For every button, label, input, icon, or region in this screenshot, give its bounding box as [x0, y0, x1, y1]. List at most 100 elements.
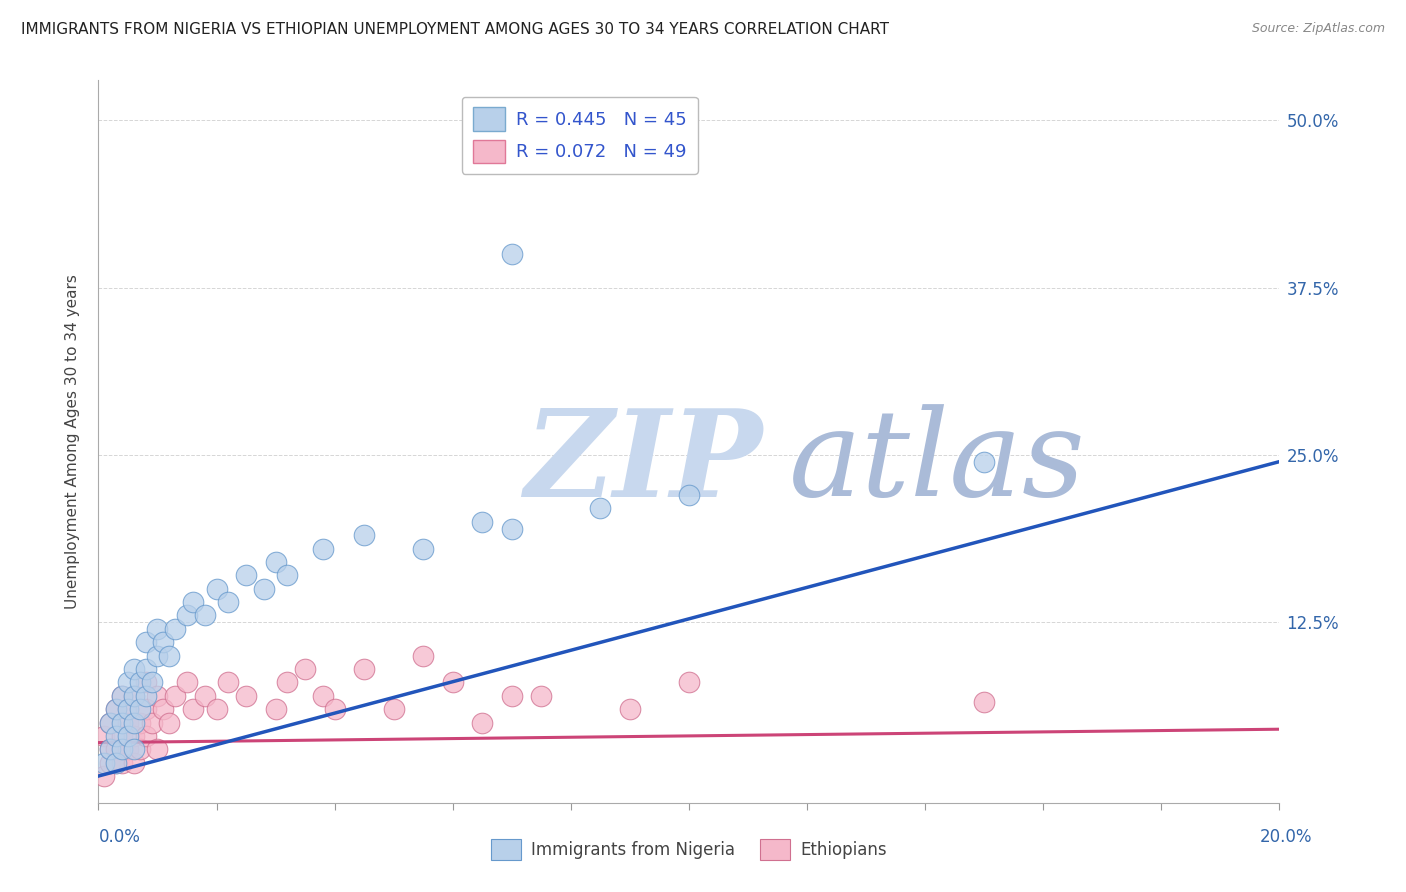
Point [98, 742, 121, 756]
Point [111, 756, 134, 770]
Point [152, 702, 174, 716]
Point [973, 696, 995, 710]
Point [135, 635, 157, 649]
Point [312, 541, 335, 556]
Point [122, 756, 145, 770]
Point [973, 455, 995, 469]
Point [135, 702, 157, 716]
Text: 20.0%: 20.0% [1260, 828, 1313, 846]
Point [312, 689, 335, 703]
Point [98, 742, 121, 756]
Point [122, 729, 145, 743]
Point [111, 729, 134, 743]
Point [128, 702, 150, 716]
Point [382, 702, 405, 716]
Point [205, 582, 228, 596]
Text: atlas: atlas [789, 404, 1085, 522]
Point [619, 702, 641, 716]
Text: 0.0%: 0.0% [98, 828, 141, 846]
Point [117, 729, 139, 743]
Point [105, 729, 128, 743]
Point [217, 675, 239, 690]
Point [98, 715, 121, 730]
Point [323, 702, 346, 716]
Point [117, 675, 139, 690]
Point [105, 756, 128, 770]
Point [122, 742, 145, 756]
Point [122, 715, 145, 730]
Point [589, 501, 612, 516]
Point [194, 689, 217, 703]
Point [501, 247, 523, 261]
Point [165, 622, 187, 636]
Point [135, 689, 157, 703]
Text: ZIP: ZIP [523, 404, 762, 523]
Point [353, 662, 375, 676]
Point [111, 715, 134, 730]
Point [135, 662, 157, 676]
Point [128, 715, 150, 730]
Point [412, 648, 434, 663]
Point [181, 702, 204, 716]
Point [157, 648, 180, 663]
Point [111, 689, 134, 703]
Point [471, 515, 494, 529]
Point [117, 715, 139, 730]
Point [122, 689, 145, 703]
Point [165, 689, 187, 703]
Point [152, 635, 174, 649]
Point [235, 689, 257, 703]
Point [117, 702, 139, 716]
Point [501, 689, 523, 703]
Point [530, 689, 553, 703]
Text: Source: ZipAtlas.com: Source: ZipAtlas.com [1251, 22, 1385, 36]
Point [105, 702, 128, 716]
Point [276, 568, 298, 582]
Point [128, 742, 150, 756]
Point [98, 715, 121, 730]
Point [105, 702, 128, 716]
Legend: Immigrants from Nigeria, Ethiopians: Immigrants from Nigeria, Ethiopians [485, 832, 893, 867]
Point [194, 608, 217, 623]
Point [264, 555, 287, 569]
Point [501, 521, 523, 535]
Point [176, 608, 198, 623]
Point [122, 689, 145, 703]
Point [276, 675, 298, 690]
Point [353, 528, 375, 542]
Point [471, 715, 494, 730]
Point [105, 742, 128, 756]
Point [117, 742, 139, 756]
Point [93, 769, 115, 783]
Point [111, 742, 134, 756]
Point [264, 702, 287, 716]
Y-axis label: Unemployment Among Ages 30 to 34 years: Unemployment Among Ages 30 to 34 years [65, 274, 80, 609]
Point [146, 648, 169, 663]
Point [146, 689, 169, 703]
Point [105, 756, 128, 770]
Point [205, 702, 228, 716]
Point [176, 675, 198, 690]
Point [157, 715, 180, 730]
Point [253, 582, 276, 596]
Point [235, 568, 257, 582]
Point [217, 595, 239, 609]
Point [135, 729, 157, 743]
Point [135, 675, 157, 690]
Point [294, 662, 316, 676]
Point [141, 675, 163, 690]
Point [98, 756, 121, 770]
Point [678, 488, 700, 502]
Point [146, 622, 169, 636]
Point [93, 729, 115, 743]
Point [141, 715, 163, 730]
Text: IMMIGRANTS FROM NIGERIA VS ETHIOPIAN UNEMPLOYMENT AMONG AGES 30 TO 34 YEARS CORR: IMMIGRANTS FROM NIGERIA VS ETHIOPIAN UNE… [21, 22, 889, 37]
Point [441, 675, 464, 690]
Point [146, 742, 169, 756]
Point [181, 595, 204, 609]
Point [678, 675, 700, 690]
Point [412, 541, 434, 556]
Point [117, 702, 139, 716]
Point [93, 756, 115, 770]
Point [122, 662, 145, 676]
